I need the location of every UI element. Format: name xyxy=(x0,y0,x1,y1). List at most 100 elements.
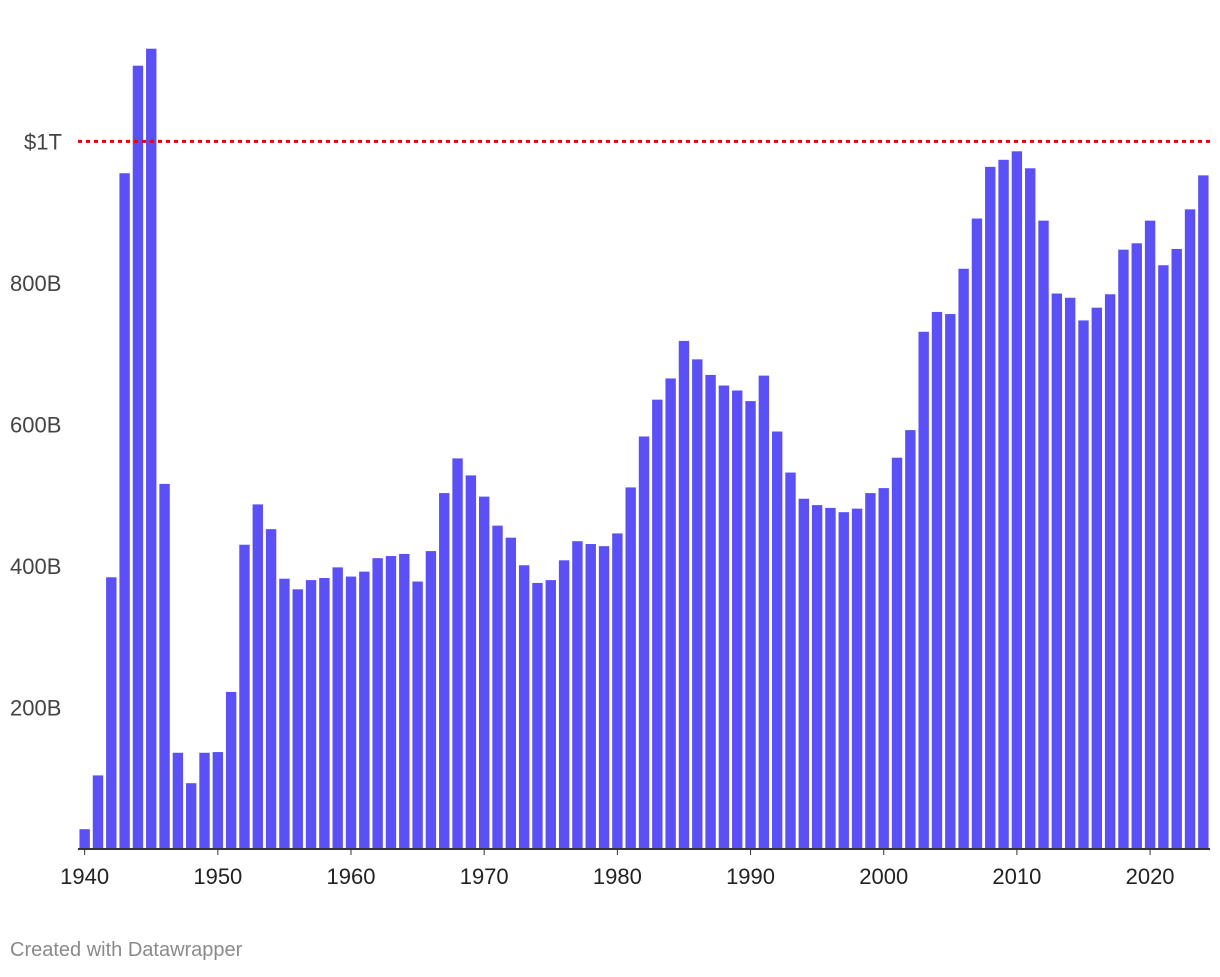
y-tick-label-1: 400B xyxy=(10,554,61,579)
bar-1988[interactable] xyxy=(718,385,730,849)
y-tick-label-0: 200B xyxy=(10,695,61,720)
bar-1952[interactable] xyxy=(239,544,250,849)
bar-1975[interactable] xyxy=(545,580,556,849)
bar-1958[interactable] xyxy=(319,577,330,849)
bar-1956[interactable] xyxy=(292,589,303,849)
bar-1954[interactable] xyxy=(265,529,277,849)
bar-1987[interactable] xyxy=(705,374,716,849)
bar-1946[interactable] xyxy=(159,483,170,849)
x-tick-label-0: 1940 xyxy=(60,864,109,889)
bar-1949[interactable] xyxy=(199,752,210,849)
bar-1994[interactable] xyxy=(798,498,810,849)
bar-1985[interactable] xyxy=(678,340,690,849)
bar-1967[interactable] xyxy=(439,493,450,849)
bar-1992[interactable] xyxy=(771,431,783,849)
bar-1959[interactable] xyxy=(332,567,343,849)
y-tick-label-2: 600B xyxy=(10,412,61,437)
bar-1961[interactable] xyxy=(359,571,370,849)
bar-1973[interactable] xyxy=(518,565,530,849)
bar-2023[interactable] xyxy=(1184,209,1196,849)
bar-1953[interactable] xyxy=(252,504,263,849)
bar-1957[interactable] xyxy=(305,580,317,849)
bar-1955[interactable] xyxy=(279,578,290,849)
bars xyxy=(79,48,1209,850)
bar-2010[interactable] xyxy=(1011,151,1023,849)
bar-1942[interactable] xyxy=(106,577,117,849)
bar-2002[interactable] xyxy=(905,430,916,849)
bar-1996[interactable] xyxy=(825,507,836,849)
bar-2008[interactable] xyxy=(985,166,996,849)
bar-1972[interactable] xyxy=(505,537,517,849)
bar-1986[interactable] xyxy=(692,359,703,849)
bar-1963[interactable] xyxy=(385,556,397,849)
bar-2017[interactable] xyxy=(1104,294,1116,849)
bar-1995[interactable] xyxy=(811,505,823,849)
x-tick-label-5: 1990 xyxy=(726,864,775,889)
bar-1966[interactable] xyxy=(425,551,437,849)
bar-2021[interactable] xyxy=(1158,265,1169,850)
bar-1977[interactable] xyxy=(572,541,583,849)
bar-1968[interactable] xyxy=(452,458,463,849)
bar-1989[interactable] xyxy=(732,390,743,849)
bar-2022[interactable] xyxy=(1171,248,1182,849)
bar-1980[interactable] xyxy=(612,533,623,849)
reference-line-group: $1T xyxy=(24,129,1210,154)
bar-1962[interactable] xyxy=(372,558,383,849)
bar-2020[interactable] xyxy=(1144,220,1156,849)
bar-1945[interactable] xyxy=(146,48,157,849)
bar-2000[interactable] xyxy=(878,488,889,849)
bar-1978[interactable] xyxy=(585,544,596,849)
x-tick-label-4: 1980 xyxy=(593,864,642,889)
bar-1981[interactable] xyxy=(625,487,636,849)
bar-2015[interactable] xyxy=(1078,320,1089,849)
bar-2012[interactable] xyxy=(1038,220,1049,849)
bar-1976[interactable] xyxy=(558,560,570,849)
bar-2009[interactable] xyxy=(998,159,1009,850)
bar-1948[interactable] xyxy=(186,783,197,849)
bar-2006[interactable] xyxy=(958,268,969,849)
bar-1984[interactable] xyxy=(665,378,676,849)
x-tick-label-1: 1950 xyxy=(193,864,242,889)
bar-1982[interactable] xyxy=(638,436,650,849)
bar-1993[interactable] xyxy=(785,472,796,849)
x-tick-label-2: 1960 xyxy=(327,864,376,889)
bar-1944[interactable] xyxy=(132,65,144,849)
bar-2018[interactable] xyxy=(1118,249,1129,849)
bar-1951[interactable] xyxy=(225,691,237,849)
bar-1997[interactable] xyxy=(838,512,849,849)
bar-2007[interactable] xyxy=(971,218,983,849)
bar-1943[interactable] xyxy=(119,173,130,850)
bar-1940[interactable] xyxy=(79,829,90,849)
bar-2003[interactable] xyxy=(918,331,929,849)
bar-2019[interactable] xyxy=(1131,243,1142,850)
bar-2016[interactable] xyxy=(1091,307,1102,849)
bar-1964[interactable] xyxy=(399,553,410,849)
bar-2011[interactable] xyxy=(1025,168,1036,850)
datawrapper-credit[interactable]: Created with Datawrapper xyxy=(10,939,243,961)
bar-2005[interactable] xyxy=(945,314,956,849)
x-tick-label-3: 1970 xyxy=(460,864,509,889)
bar-1941[interactable] xyxy=(92,775,104,849)
bar-1970[interactable] xyxy=(478,496,490,849)
bar-2014[interactable] xyxy=(1064,297,1076,849)
bar-1971[interactable] xyxy=(492,525,503,849)
bar-1950[interactable] xyxy=(212,752,224,849)
bar-1969[interactable] xyxy=(465,475,477,849)
bar-1998[interactable] xyxy=(851,508,863,849)
bar-1947[interactable] xyxy=(172,752,184,849)
bar-2024[interactable] xyxy=(1198,175,1209,850)
bar-1974[interactable] xyxy=(532,582,543,849)
bar-1983[interactable] xyxy=(652,399,663,849)
x-tick-label-8: 2020 xyxy=(1126,864,1175,889)
bar-1960[interactable] xyxy=(345,576,357,849)
bar-2013[interactable] xyxy=(1051,293,1063,849)
bar-2001[interactable] xyxy=(891,457,903,849)
bar-1979[interactable] xyxy=(598,546,610,849)
bar-1991[interactable] xyxy=(758,375,770,849)
bar-2004[interactable] xyxy=(931,311,943,849)
bar-1965[interactable] xyxy=(412,581,423,849)
bar-1990[interactable] xyxy=(745,401,756,849)
x-tick-label-6: 2000 xyxy=(859,864,908,889)
bar-1999[interactable] xyxy=(865,493,876,849)
